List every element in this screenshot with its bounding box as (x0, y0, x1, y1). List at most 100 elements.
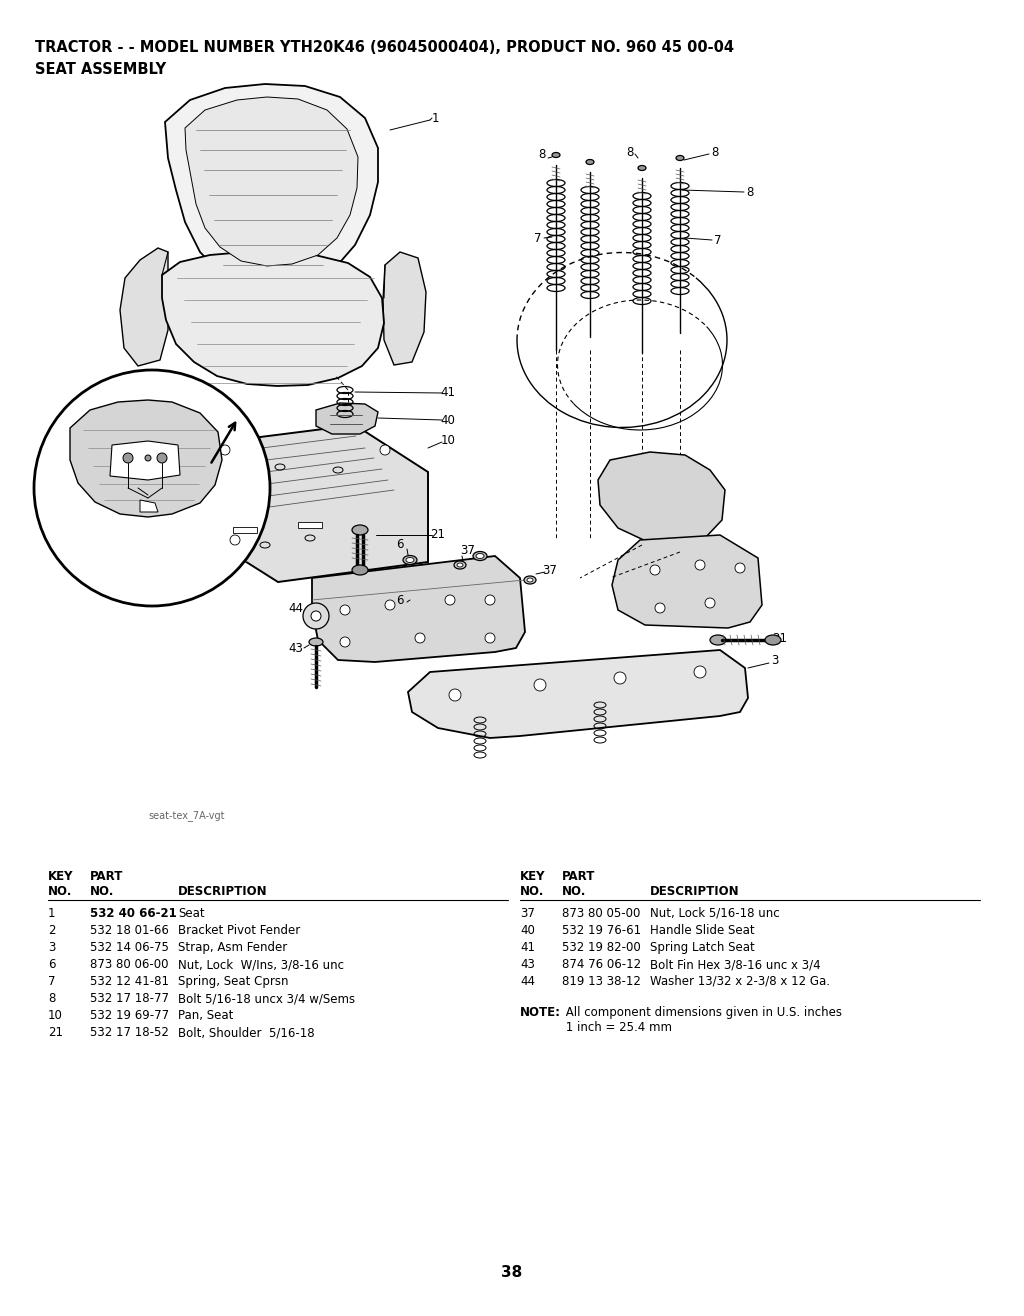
Circle shape (485, 595, 495, 605)
Text: SEAT ASSEMBLY: SEAT ASSEMBLY (35, 62, 166, 78)
Circle shape (380, 445, 390, 455)
Text: 3: 3 (48, 941, 55, 954)
Text: 8: 8 (48, 992, 55, 1005)
Text: Nut, Lock 5/16-18 unc: Nut, Lock 5/16-18 unc (650, 907, 779, 920)
Text: NO.: NO. (562, 884, 587, 898)
Text: 43: 43 (520, 958, 535, 971)
Text: 41: 41 (520, 941, 535, 954)
Text: Spring, Seat Cprsn: Spring, Seat Cprsn (178, 975, 289, 988)
Ellipse shape (454, 561, 466, 569)
Text: 873 80 05-00: 873 80 05-00 (562, 907, 640, 920)
Polygon shape (70, 400, 222, 517)
Text: 819 13 38-12: 819 13 38-12 (562, 975, 641, 988)
Text: 41: 41 (440, 387, 456, 400)
Polygon shape (612, 536, 762, 628)
Text: 532 19 82-00: 532 19 82-00 (562, 941, 641, 954)
Text: NOTE:: NOTE: (520, 1005, 561, 1019)
Text: 21: 21 (772, 632, 787, 645)
Ellipse shape (586, 159, 594, 164)
Ellipse shape (476, 554, 484, 558)
Text: 7: 7 (48, 975, 55, 988)
Text: 8: 8 (746, 186, 754, 199)
Text: NO.: NO. (520, 884, 545, 898)
Polygon shape (598, 451, 725, 545)
Circle shape (705, 597, 715, 608)
Circle shape (123, 453, 133, 463)
Circle shape (385, 600, 395, 611)
Text: 6: 6 (48, 958, 55, 971)
Text: 6: 6 (396, 538, 403, 551)
Circle shape (485, 633, 495, 644)
Polygon shape (140, 500, 158, 512)
Ellipse shape (676, 155, 684, 161)
Text: 6: 6 (396, 594, 403, 607)
Text: KEY: KEY (520, 870, 546, 883)
Text: 40: 40 (520, 924, 535, 937)
Text: Pan, Seat: Pan, Seat (178, 1009, 233, 1023)
Ellipse shape (352, 565, 368, 575)
Circle shape (449, 690, 461, 701)
Polygon shape (162, 251, 384, 386)
Circle shape (735, 563, 745, 572)
Text: 532 17 18-77: 532 17 18-77 (90, 992, 169, 1005)
Text: 874 76 06-12: 874 76 06-12 (562, 958, 641, 971)
Circle shape (650, 565, 660, 575)
Text: 8: 8 (712, 146, 719, 158)
Text: DESCRIPTION: DESCRIPTION (178, 884, 267, 898)
Text: 37: 37 (520, 907, 535, 920)
Text: Strap, Asm Fender: Strap, Asm Fender (178, 941, 288, 954)
Text: All component dimensions given in U.S. inches: All component dimensions given in U.S. i… (562, 1005, 842, 1019)
Text: 7: 7 (715, 233, 722, 246)
Polygon shape (383, 251, 426, 365)
Text: 3: 3 (771, 654, 778, 666)
Text: Bracket Pivot Fender: Bracket Pivot Fender (178, 924, 300, 937)
Polygon shape (120, 247, 168, 366)
Ellipse shape (473, 551, 487, 561)
Text: Bolt, Shoulder  5/16-18: Bolt, Shoulder 5/16-18 (178, 1026, 314, 1040)
Circle shape (34, 370, 270, 605)
Text: seat-tex_7A-vgt: seat-tex_7A-vgt (148, 811, 224, 821)
Ellipse shape (309, 638, 323, 646)
Text: 10: 10 (48, 1009, 62, 1023)
Ellipse shape (552, 153, 560, 158)
Polygon shape (202, 425, 428, 582)
Text: 532 17 18-52: 532 17 18-52 (90, 1026, 169, 1040)
Text: NO.: NO. (48, 884, 73, 898)
Ellipse shape (406, 558, 414, 562)
Circle shape (157, 453, 167, 463)
Text: Bolt 5/16-18 uncx 3/4 w/Sems: Bolt 5/16-18 uncx 3/4 w/Sems (178, 992, 355, 1005)
Circle shape (340, 637, 350, 647)
Circle shape (311, 611, 321, 621)
Text: 37: 37 (543, 563, 557, 576)
Text: DESCRIPTION: DESCRIPTION (650, 884, 739, 898)
Text: 532 19 76-61: 532 19 76-61 (562, 924, 641, 937)
Text: Nut, Lock  W/Ins, 3/8-16 unc: Nut, Lock W/Ins, 3/8-16 unc (178, 958, 344, 971)
Circle shape (694, 666, 706, 678)
Circle shape (445, 595, 455, 605)
Text: KEY: KEY (48, 870, 74, 883)
Text: 532 14 06-75: 532 14 06-75 (90, 941, 169, 954)
Polygon shape (316, 403, 378, 434)
Circle shape (655, 603, 665, 613)
Ellipse shape (352, 525, 368, 536)
Text: 1: 1 (431, 112, 438, 125)
Text: 532 18 01-66: 532 18 01-66 (90, 924, 169, 937)
Text: Washer 13/32 x 2-3/8 x 12 Ga.: Washer 13/32 x 2-3/8 x 12 Ga. (650, 975, 830, 988)
Circle shape (695, 561, 705, 570)
Ellipse shape (403, 555, 417, 565)
Circle shape (614, 672, 626, 684)
Text: 1: 1 (48, 907, 55, 920)
Text: 21: 21 (430, 529, 445, 541)
Text: 10: 10 (440, 433, 456, 446)
Circle shape (220, 445, 230, 455)
Polygon shape (408, 650, 748, 738)
Text: 21: 21 (48, 1026, 63, 1040)
Text: Seat: Seat (178, 907, 205, 920)
Ellipse shape (765, 636, 781, 645)
Circle shape (303, 603, 329, 629)
Ellipse shape (710, 636, 726, 645)
Text: 37: 37 (461, 544, 475, 557)
Text: 8: 8 (539, 149, 546, 162)
Polygon shape (233, 526, 257, 533)
Text: 44: 44 (520, 975, 535, 988)
